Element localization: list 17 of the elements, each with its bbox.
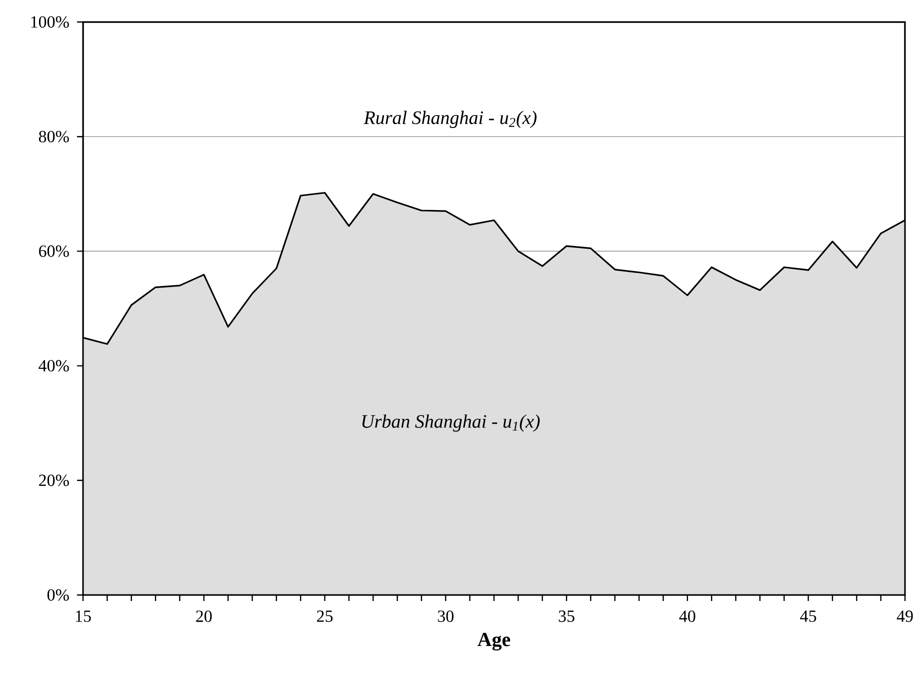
x-tick-label: 20 [196,610,212,622]
y-tick-label: 100% [31,16,69,28]
y-tick-label: 80% [38,130,69,142]
x-tick-label: 49 [896,610,913,622]
y-tick-label: 0% [47,589,69,601]
x-tick-label: 25 [317,610,333,622]
x-tick-label: 30 [438,610,454,622]
y-tick-label: 20% [39,474,69,486]
x-axis-title: Age [478,632,510,650]
x-tick-label: 35 [558,610,574,622]
x-tick-label: 15 [76,610,91,622]
annotation: Urban Shanghai - u$_{1}$(x) [362,414,540,432]
y-tick-label: 40% [38,360,69,372]
x-tick-label: 45 [800,610,816,622]
annotation: Rural Shanghai - u$_{2}$(x) [364,110,537,128]
x-tick-label: 40 [679,610,696,622]
y-tick-label: 60% [39,245,69,257]
